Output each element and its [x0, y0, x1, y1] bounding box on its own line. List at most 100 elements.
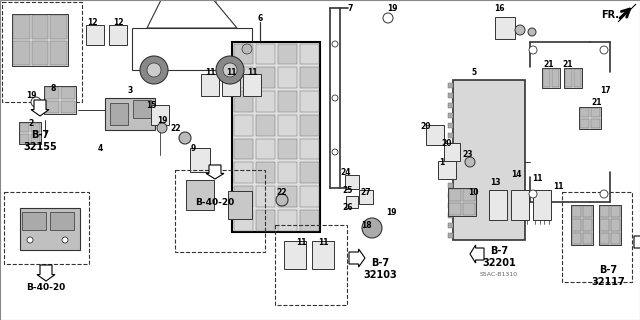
Bar — [591, 119, 600, 128]
Bar — [243, 74, 261, 96]
Circle shape — [332, 149, 338, 155]
Text: 32155: 32155 — [23, 142, 57, 152]
Bar — [583, 233, 592, 244]
Bar — [278, 91, 296, 112]
Bar — [278, 186, 296, 207]
Bar — [222, 74, 240, 96]
Bar — [234, 186, 253, 207]
Text: 11: 11 — [226, 68, 236, 76]
Text: 11: 11 — [532, 173, 542, 182]
Bar — [61, 101, 75, 113]
Bar — [448, 233, 453, 238]
Bar — [565, 69, 572, 87]
Bar — [572, 219, 581, 231]
Text: 26: 26 — [343, 203, 353, 212]
Bar — [448, 143, 453, 148]
Bar — [583, 206, 592, 217]
Bar — [449, 203, 461, 215]
Bar — [562, 192, 632, 282]
Bar — [255, 139, 275, 159]
Bar — [359, 190, 373, 204]
Bar — [448, 193, 453, 198]
Circle shape — [600, 190, 608, 198]
Text: 11: 11 — [553, 181, 563, 190]
Circle shape — [383, 13, 393, 23]
Text: 7: 7 — [348, 4, 353, 12]
Bar — [45, 101, 59, 113]
Polygon shape — [349, 249, 365, 267]
Bar — [20, 208, 80, 250]
Bar — [312, 241, 334, 269]
Circle shape — [140, 56, 168, 84]
Bar — [600, 233, 609, 244]
Bar — [426, 125, 444, 145]
Text: 22: 22 — [171, 124, 181, 132]
Bar — [511, 190, 529, 220]
Bar — [234, 162, 253, 183]
Bar — [61, 87, 75, 99]
Bar — [300, 67, 319, 88]
Bar — [255, 162, 275, 183]
Bar — [580, 108, 589, 117]
Circle shape — [147, 63, 161, 77]
Bar — [300, 210, 319, 230]
Polygon shape — [206, 165, 224, 179]
Polygon shape — [147, 0, 237, 28]
Circle shape — [515, 25, 525, 35]
Bar — [463, 189, 475, 201]
Bar — [571, 205, 593, 245]
Polygon shape — [37, 265, 55, 281]
Text: 17: 17 — [600, 85, 611, 94]
Text: 12: 12 — [87, 18, 97, 27]
Text: 9: 9 — [190, 143, 196, 153]
Text: 19: 19 — [386, 207, 396, 217]
Bar — [278, 162, 296, 183]
Bar — [20, 123, 29, 132]
Circle shape — [223, 63, 237, 77]
Bar — [13, 41, 29, 65]
Bar — [51, 15, 67, 39]
Bar — [201, 74, 219, 96]
Text: B-7: B-7 — [490, 246, 508, 256]
Bar — [105, 98, 155, 130]
Bar — [611, 206, 620, 217]
Text: 21: 21 — [592, 98, 602, 107]
Text: S5AC-B1310: S5AC-B1310 — [480, 272, 518, 277]
Circle shape — [362, 218, 382, 238]
Text: 25: 25 — [343, 186, 353, 195]
Text: 18: 18 — [361, 220, 371, 229]
Bar — [255, 210, 275, 230]
Text: 5: 5 — [472, 68, 477, 76]
Text: B-40-20: B-40-20 — [26, 283, 66, 292]
Bar — [448, 223, 453, 228]
Text: 14: 14 — [511, 170, 521, 179]
Circle shape — [157, 123, 167, 133]
Bar — [583, 219, 592, 231]
Circle shape — [242, 44, 252, 54]
Circle shape — [529, 46, 537, 54]
Bar — [543, 69, 550, 87]
Bar — [31, 41, 49, 65]
Text: 10: 10 — [468, 188, 478, 196]
Text: 2: 2 — [28, 118, 34, 127]
Text: 15: 15 — [146, 100, 156, 109]
Bar — [44, 86, 76, 114]
Circle shape — [528, 28, 536, 36]
Text: 12: 12 — [113, 18, 124, 27]
Text: 20: 20 — [420, 122, 431, 131]
Text: 19: 19 — [157, 116, 167, 124]
Bar — [572, 206, 581, 217]
Bar — [86, 25, 104, 45]
Text: 27: 27 — [361, 188, 371, 196]
Bar — [300, 115, 319, 135]
Text: 32117: 32117 — [591, 277, 625, 287]
Bar — [255, 91, 275, 112]
Text: 13: 13 — [490, 178, 500, 187]
Bar — [574, 69, 581, 87]
Text: 3: 3 — [127, 85, 132, 94]
Bar — [132, 28, 252, 70]
Text: 21: 21 — [563, 60, 573, 68]
Bar — [448, 123, 453, 128]
Bar — [600, 219, 609, 231]
Bar — [346, 196, 358, 208]
